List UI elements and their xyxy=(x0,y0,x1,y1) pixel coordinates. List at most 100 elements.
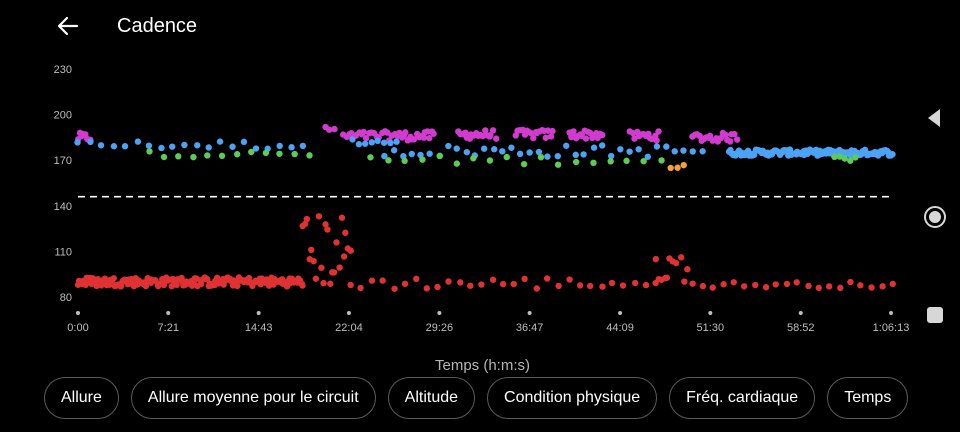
data-point-blue xyxy=(390,147,398,154)
data-point-blue xyxy=(408,150,415,158)
back-button[interactable] xyxy=(50,8,86,44)
data-point-red xyxy=(599,283,606,290)
data-point-red xyxy=(197,280,205,288)
data-point-blue xyxy=(252,145,260,152)
data-point-red xyxy=(672,259,680,267)
data-point-red xyxy=(533,285,540,292)
data-point-green xyxy=(520,160,528,168)
data-point-green xyxy=(640,157,647,165)
data-point-blue xyxy=(374,137,381,145)
data-point-green xyxy=(248,148,255,156)
page-title: Cadence xyxy=(117,15,198,37)
x-tick-mark xyxy=(166,311,171,315)
x-tick-label: 22:04 xyxy=(335,322,363,334)
data-point-orange xyxy=(674,164,681,171)
data-point-magenta xyxy=(528,130,535,137)
x-tick-label: 36:47 xyxy=(516,322,544,334)
data-point-green xyxy=(503,153,510,161)
data-point-red xyxy=(303,215,311,223)
data-point-blue xyxy=(607,152,615,160)
data-point-blue xyxy=(355,141,363,148)
data-point-red xyxy=(543,275,551,282)
data-point-red xyxy=(521,275,528,283)
data-point-magenta xyxy=(326,126,333,133)
data-point-magenta xyxy=(706,132,714,140)
data-point-blue xyxy=(110,143,118,150)
data-point-red xyxy=(301,220,309,228)
chip-fr-q-cardiaque[interactable]: Fréq. cardiaque xyxy=(669,377,816,419)
y-tick-label: 170 xyxy=(54,155,72,167)
data-point-blue xyxy=(491,146,498,153)
chip-altitude[interactable]: Altitude xyxy=(387,377,476,419)
data-point-green xyxy=(262,149,270,157)
x-tick-mark xyxy=(346,311,351,315)
cadence-screen: Cadence 80 110 140 170 200 230 0:00 7:21 14:43 22… xyxy=(44,8,909,419)
data-point-green xyxy=(190,153,197,161)
chip-temps[interactable]: Temps xyxy=(827,377,908,419)
data-point-red xyxy=(342,229,349,236)
data-point-blue xyxy=(240,138,248,146)
data-point-red xyxy=(391,285,398,292)
data-point-blue xyxy=(508,144,515,151)
data-point-red xyxy=(330,269,338,276)
data-point-blue xyxy=(617,146,624,153)
y-tick-label: 230 xyxy=(54,64,72,76)
data-point-magenta xyxy=(426,134,433,142)
data-point-blue xyxy=(689,148,696,155)
data-point-blue xyxy=(526,149,533,156)
triangle-back-icon[interactable] xyxy=(922,105,948,131)
x-tick-mark xyxy=(527,311,532,315)
data-point-magenta xyxy=(362,135,370,142)
data-point-red xyxy=(608,279,616,287)
square-recents-icon[interactable] xyxy=(922,302,948,328)
data-point-red xyxy=(510,280,517,288)
chip-allure-moyenne-pour-le-circuit[interactable]: Allure moyenne pour le circuit xyxy=(130,377,376,419)
chip-allure[interactable]: Allure xyxy=(44,377,119,419)
data-point-red xyxy=(478,281,485,288)
data-point-red xyxy=(315,213,323,220)
data-point-green xyxy=(175,153,182,160)
data-point-red xyxy=(576,282,584,289)
data-point-magenta xyxy=(493,135,500,142)
x-tick-mark xyxy=(889,311,893,315)
data-point-green xyxy=(146,148,153,155)
data-point-red xyxy=(379,277,386,284)
data-point-blue xyxy=(580,151,587,158)
data-point-red xyxy=(566,276,573,283)
data-point-red xyxy=(318,264,325,271)
data-point-red xyxy=(413,275,420,283)
data-point-magenta xyxy=(717,134,725,142)
data-point-red xyxy=(312,275,320,282)
data-point-magenta xyxy=(653,137,660,144)
data-point-red xyxy=(340,253,348,260)
data-point-red xyxy=(631,279,639,287)
data-point-orange xyxy=(680,161,687,169)
data-point-red xyxy=(847,278,854,286)
data-point-magenta xyxy=(402,129,409,136)
data-point-blue xyxy=(368,139,375,146)
x-tick-label: 7:21 xyxy=(158,322,179,334)
circle-home-icon[interactable] xyxy=(922,204,948,230)
data-point-blue xyxy=(572,151,579,159)
data-point-red xyxy=(837,284,844,292)
data-point-magenta xyxy=(549,127,556,135)
data-point-blue xyxy=(544,153,551,160)
data-point-red xyxy=(489,276,497,283)
data-point-blue xyxy=(644,153,652,160)
data-point-blue xyxy=(463,148,471,156)
data-point-green xyxy=(537,153,545,161)
data-point-blue xyxy=(145,142,153,149)
data-point-magenta xyxy=(655,128,662,135)
data-point-blue xyxy=(499,148,506,155)
data-point-red xyxy=(681,278,688,285)
data-point-red xyxy=(879,283,886,290)
data-point-red xyxy=(234,282,241,290)
data-point-blue xyxy=(680,147,687,154)
chip-condition-physique[interactable]: Condition physique xyxy=(487,377,658,419)
data-point-red xyxy=(699,282,707,290)
data-point-magenta xyxy=(631,135,638,142)
data-point-green xyxy=(160,153,168,161)
data-point-blue xyxy=(889,151,896,158)
data-point-green xyxy=(367,154,374,161)
data-point-magenta xyxy=(582,135,590,142)
